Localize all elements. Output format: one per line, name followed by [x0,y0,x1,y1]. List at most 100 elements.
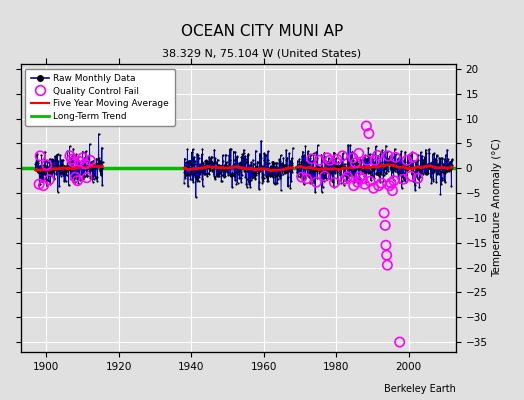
Point [297,158,305,165]
Y-axis label: Temperature Anomaly (°C): Temperature Anomaly (°C) [492,138,502,278]
Point [275,170,283,177]
Point [57,157,66,163]
Point [318,152,326,158]
Point [238,151,246,158]
Point [222,162,231,168]
Point [248,174,257,181]
Point [313,168,321,174]
Point [371,164,379,170]
Point [34,160,42,167]
Point [365,151,374,157]
Point [79,155,87,161]
Point [349,160,357,166]
Point [409,154,417,160]
Point [443,162,452,168]
Point [409,171,418,178]
Point [44,166,52,172]
Point [201,162,210,168]
Point [248,166,257,172]
Point [446,158,455,165]
Point [420,156,429,162]
Point [399,174,407,181]
Point [81,172,89,179]
Point [377,162,386,169]
Point [89,179,97,185]
Point [349,155,357,161]
Point [279,163,288,169]
Point [315,170,324,176]
Point [399,170,408,176]
Point [343,174,351,180]
Point [428,169,436,176]
Point [256,150,264,157]
Point [430,150,438,156]
Point [185,172,193,178]
Point [378,159,386,166]
Point [267,166,275,172]
Point [52,162,60,168]
Point [77,162,85,168]
Point [350,179,358,186]
Point [367,173,375,180]
Point [235,175,244,181]
Point [333,168,341,175]
Point [45,169,53,176]
Point [192,176,201,183]
Point [227,172,236,179]
Point [401,179,410,185]
Point [304,153,312,160]
Point [206,167,214,174]
Point [92,160,101,166]
Point [212,160,220,166]
Point [431,157,440,164]
Point [59,168,68,174]
Point [438,175,446,182]
Point [260,157,269,164]
Point [243,159,252,165]
Point [388,165,397,171]
Point [364,168,373,175]
Point [364,170,372,176]
Point [88,166,96,172]
Point [427,160,435,166]
Point [66,167,74,173]
Point [241,174,249,180]
Point [443,168,451,174]
Point [396,151,405,158]
Point [223,163,232,170]
Point [46,162,54,168]
Point [58,170,66,176]
Point [323,168,332,175]
Point [205,170,214,177]
Point [40,170,48,177]
Point [229,164,237,170]
Point [181,172,190,178]
Point [360,173,368,180]
Point [225,152,233,158]
Point [421,170,429,176]
Point [326,168,334,174]
Point [371,161,379,167]
Point [346,142,354,148]
Point [196,164,205,171]
Point [403,157,411,164]
Point [91,164,99,170]
Point [294,164,302,171]
Point [58,160,67,167]
Point [94,160,102,167]
Point [261,152,270,158]
Point [248,170,256,176]
Point [41,165,49,172]
Point [299,148,307,155]
Point [403,176,412,183]
Point [288,160,297,166]
Point [239,154,247,161]
Point [241,159,249,166]
Point [57,170,66,176]
Point [410,169,418,176]
Point [241,156,249,163]
Point [325,157,334,164]
Point [358,169,367,176]
Point [374,172,383,179]
Point [323,159,331,165]
